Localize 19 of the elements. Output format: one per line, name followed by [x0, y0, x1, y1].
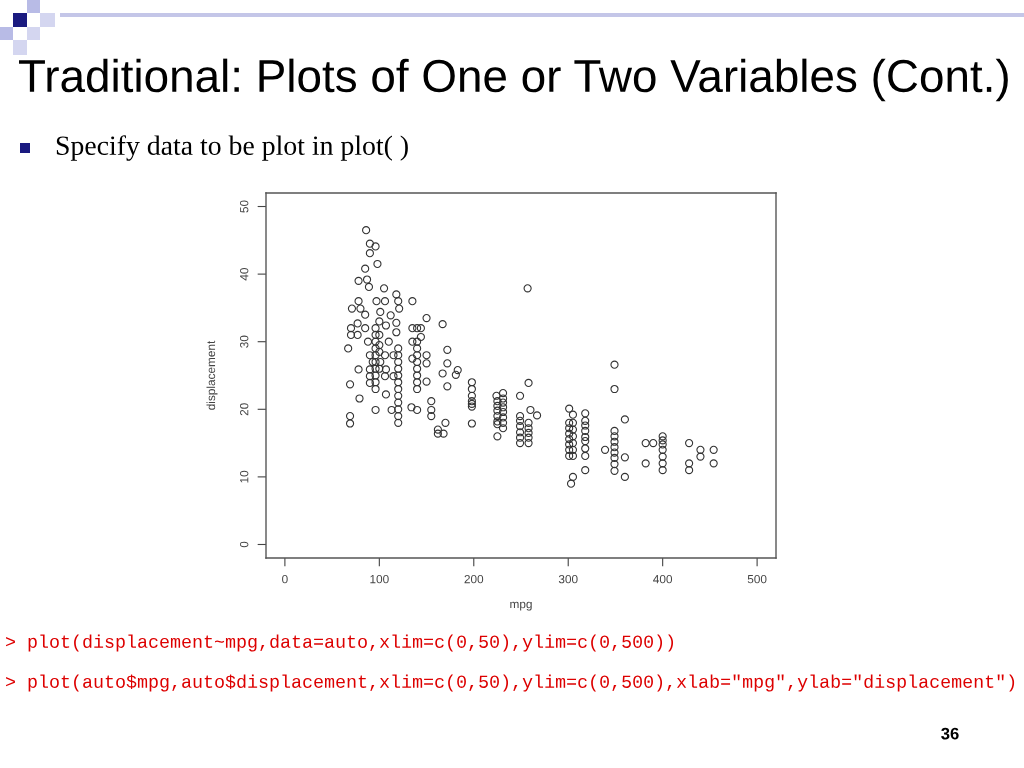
y-tick-label: 40: [240, 268, 249, 281]
y-tick-label: 30: [240, 335, 249, 348]
text: > plot(displacement~mpg,data=auto,xlim=c(0,50),ylim=c(0,500)): [6, 634, 674, 652]
y-tick-label: 0: [240, 541, 249, 548]
chart-subtitle: Specify data to be plot in plot( ): [56, 135, 408, 161]
x-tick-label: 200: [464, 574, 484, 584]
y-tick-label: 20: [240, 403, 249, 416]
text: 36: [941, 727, 959, 740]
text: > plot(auto$mpg,auto$displacement,xlim=c(0,50),ylim=c(0,500),xlab="mpg",ylab="displacement"): [6, 674, 1015, 692]
chart-title: Traditional: Plots of One or Two Variables (Cont.): [19, 58, 1008, 102]
x-tick-label: 300: [558, 574, 578, 584]
x-axis-title: mpg: [510, 601, 532, 611]
x-tick-label: 400: [653, 574, 673, 584]
x-tick-label: 500: [747, 574, 767, 584]
y-tick-label: 10: [240, 470, 249, 483]
y-axis-title: displacement: [206, 340, 218, 410]
x-tick-label: 0: [282, 574, 288, 584]
y-tick-label: 50: [240, 200, 249, 213]
x-tick-label: 100: [370, 574, 389, 584]
